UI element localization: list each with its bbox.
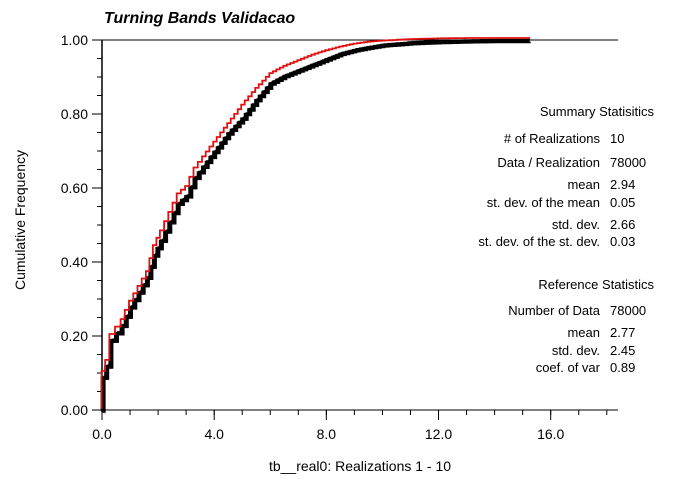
summary-stat-label: Data / Realization xyxy=(497,155,600,170)
reference-stat-value: 2.45 xyxy=(610,343,636,358)
cdf-curves xyxy=(100,37,531,414)
reference-stat-value: 78000 xyxy=(610,303,647,318)
summary-stat-value: 78000 xyxy=(610,155,647,170)
reference-stat-label: std. dev. xyxy=(551,343,600,358)
x-tick-label: 0.0 xyxy=(92,426,112,442)
realization-curve xyxy=(101,40,528,412)
reference-stat-label: coef. of var xyxy=(535,360,600,375)
reference-heading: Reference Statistics xyxy=(538,277,654,292)
x-axis-label: tb__real0: Realizations 1 - 10 xyxy=(268,458,452,474)
summary-stat-label: st. dev. of the mean xyxy=(486,195,600,210)
x-tick-label: 12.0 xyxy=(425,426,452,442)
x-tick-label: 16.0 xyxy=(537,426,564,442)
reference-stat-value: 2.77 xyxy=(610,325,636,340)
realization-curve xyxy=(102,41,529,413)
y-tick-label: 0.40 xyxy=(61,254,88,270)
reference-stat-label: Number of Data xyxy=(508,303,600,318)
summary-stat-value: 10 xyxy=(610,131,625,146)
y-tick-label: 0.80 xyxy=(61,106,88,122)
realization-curve xyxy=(104,42,531,414)
summary-stat-label: # of Realizations xyxy=(503,131,600,146)
y-tick-label: 0.00 xyxy=(61,402,88,418)
y-axis-label: Cumulative Frequency xyxy=(12,149,28,291)
x-tick-label: 4.0 xyxy=(204,426,224,442)
realization-curve xyxy=(102,40,529,412)
axis-ticks: 0.00 0.20 0.40 0.60 0.80 1.00 0.0 4.0 8.0 12.0 16.… xyxy=(61,32,608,442)
summary-stat-label: mean xyxy=(567,177,600,192)
summary-heading: Summary Statisitics xyxy=(539,104,654,119)
chart-title: Turning Bands Validacao xyxy=(104,10,296,27)
realization-curve xyxy=(102,39,529,411)
x-tick-label: 8.0 xyxy=(317,426,337,442)
realization-curve xyxy=(101,41,528,413)
reference-curve xyxy=(100,37,531,409)
y-tick-label: 1.00 xyxy=(61,32,88,48)
reference-stat-label: mean xyxy=(567,325,600,340)
y-tick-label: 0.20 xyxy=(61,328,88,344)
summary-stat-label: st. dev. of the st. dev. xyxy=(478,234,600,249)
summary-stat-value: 0.05 xyxy=(610,195,636,210)
summary-stat-value: 2.66 xyxy=(610,217,636,232)
summary-stat-value: 2.94 xyxy=(610,177,636,192)
summary-stat-label: std. dev. xyxy=(551,217,600,232)
realization-curve xyxy=(103,40,530,412)
y-tick-label: 0.60 xyxy=(61,180,88,196)
summary-stat-value: 0.03 xyxy=(610,234,636,249)
chart-axes xyxy=(101,39,618,411)
reference-stat-value: 0.89 xyxy=(610,360,636,375)
